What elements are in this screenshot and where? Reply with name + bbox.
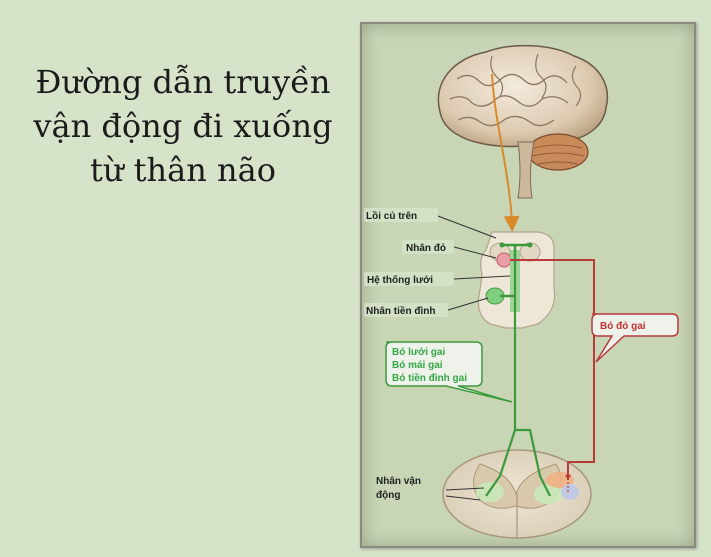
label-reticular-formation: Hệ thống lưới [367, 274, 433, 286]
green-tracts-callout: Bó lưới gai Bó mái gai Bó tiền đình gai [385, 341, 513, 403]
green-tract-line [485, 264, 551, 497]
label-superior-colliculus: Lồi củ trên [366, 210, 417, 222]
pathway-diagram: Lồi củ trên Nhân đỏ Hệ thống lưới Nhân t… [364, 44, 679, 539]
brainstem-section [477, 231, 556, 329]
title-line-2: vận động đi xuống [33, 107, 333, 145]
slide-title: Đường dẫn truyền vận động đi xuống từ th… [18, 60, 348, 192]
red-tract-line [510, 259, 595, 480]
callout-vestibulospinal: Bó tiền đình gai [392, 372, 467, 384]
callout-reticulospinal: Bó lưới gai [392, 347, 445, 358]
callout-rubrospinal: Bó đỏ gai [600, 321, 646, 332]
spinal-cord-section [442, 449, 592, 539]
brain-illustration [437, 44, 609, 199]
label-vestibular-nucleus: Nhân tiền đình [366, 305, 435, 317]
label-red-nucleus: Nhân đỏ [406, 243, 446, 254]
corticospinal-tract-line [491, 73, 520, 232]
label-motor-nucleus-line-2: động [376, 490, 400, 501]
rubrospinal-callout: Bó đỏ gai [591, 313, 679, 363]
motor-pathway-figure: Lồi củ trên Nhân đỏ Hệ thống lưới Nhân t… [360, 22, 696, 548]
title-line-3: từ thân não [90, 151, 276, 189]
title-line-1: Đường dẫn truyền [35, 63, 331, 101]
callout-tectospinal: Bó mái gai [392, 360, 443, 371]
label-motor-nucleus-line-1: Nhân vận [376, 476, 421, 487]
